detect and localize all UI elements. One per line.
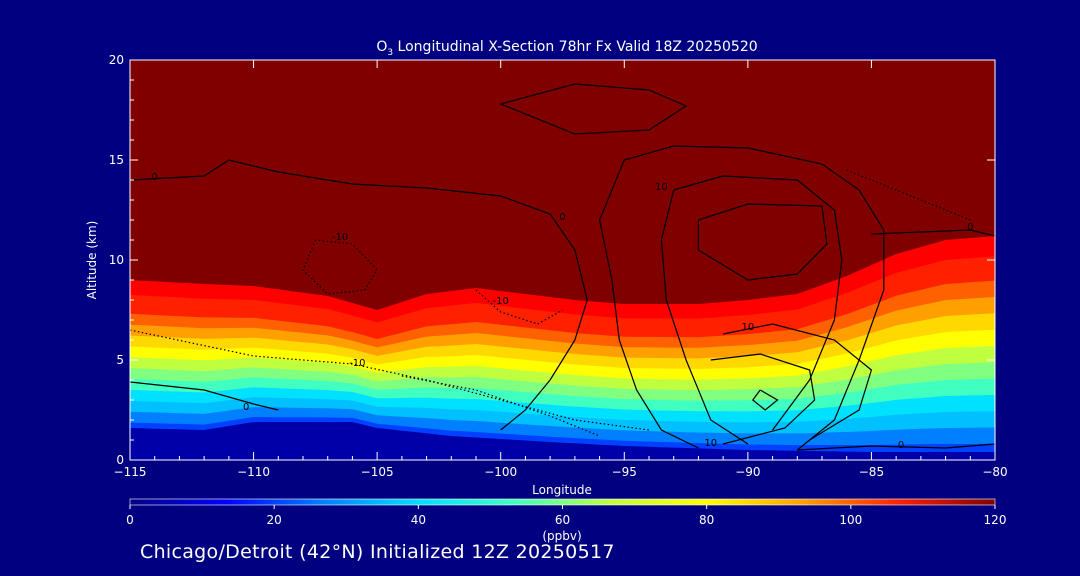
- x-tick-label: −85: [859, 465, 884, 479]
- ozone-field: 0 0 10 -10 -10 -10 0 10 10 0 0: [130, 60, 995, 460]
- y-axis: 0 5 10 15 20: [109, 53, 995, 467]
- title-post: Longitudinal X-Section 78hr Fx Valid 18Z…: [393, 39, 758, 55]
- contour-eastern-outer-west: [598, 159, 699, 449]
- colorbar-tick-label: 20: [267, 513, 282, 527]
- colorbar-tick-label: 120: [984, 513, 1007, 527]
- contour-closed-upper: [500, 83, 688, 135]
- concentration-bands: [130, 236, 995, 460]
- contour-label: 0: [967, 222, 973, 233]
- contour-negative-mid: [130, 329, 650, 431]
- colorbar-tick-label: 80: [699, 513, 714, 527]
- y-tick-label: 15: [109, 153, 124, 167]
- contour-label: -10: [493, 296, 509, 307]
- colorbar-tick-label: 60: [555, 513, 570, 527]
- footer-caption: Chicago/Detroit (42°N) Initialized 12Z 2…: [140, 541, 615, 563]
- colorbar-ticks: 0 20 40 60 80 100 120: [126, 505, 1006, 527]
- x-axis: −115 −110 −105 −100 −95 −90 −85 −80: [114, 60, 1008, 479]
- colorbar-tick-label: 40: [411, 513, 426, 527]
- contour-zero-east-upper: [871, 229, 995, 237]
- contour-label: 0: [559, 212, 565, 223]
- contour-negative-upper: [302, 239, 378, 295]
- contour-zero-west: [130, 159, 588, 431]
- y-tick-label: 5: [116, 353, 124, 367]
- contour-label: 10: [655, 182, 668, 193]
- contour-small-closed: [751, 389, 779, 411]
- colorbar: [129, 498, 996, 506]
- x-tick-label: −115: [114, 465, 147, 479]
- y-tick-label: 20: [109, 53, 124, 67]
- title-subscript: 3: [387, 48, 393, 58]
- x-tick-label: −95: [612, 465, 637, 479]
- colorbar-tick-label: 100: [839, 513, 862, 527]
- x-axis-label: Longitude: [532, 483, 592, 497]
- contour-closed-core: [697, 203, 828, 281]
- contour-zero-low: [130, 381, 279, 411]
- contour-label: 10: [741, 322, 754, 333]
- boundary-layer-band: [130, 422, 995, 460]
- contour-negative-small: [475, 289, 563, 325]
- title-pre: O: [376, 39, 387, 55]
- contour-label: 10: [704, 438, 717, 449]
- contour-negative-east: [846, 169, 971, 221]
- contour-eastern-outer: [624, 145, 885, 451]
- contour-ten: [673, 175, 843, 431]
- y-axis-label: Altitude (km): [85, 221, 99, 300]
- contour-label: 0: [243, 402, 249, 413]
- x-tick-label: −90: [735, 465, 760, 479]
- contour-label: 0: [152, 172, 158, 183]
- x-tick-label: −110: [237, 465, 270, 479]
- contour-label: -10: [332, 232, 348, 243]
- y-tick-label: 10: [109, 253, 124, 267]
- colorbar-tick-label: 0: [126, 513, 134, 527]
- contour-lower-inner: [710, 353, 816, 445]
- x-tick-label: −100: [484, 465, 517, 479]
- contour-ten-west: [660, 189, 749, 445]
- contour-label: -10: [349, 358, 365, 369]
- x-tick-label: −105: [361, 465, 394, 479]
- contour-zero-east-lower: [797, 443, 995, 451]
- contour-label: 0: [898, 440, 904, 451]
- contour-negative-low: [401, 375, 600, 437]
- colorbar-units: (ppbv): [542, 529, 581, 543]
- contour-lower-east: [722, 323, 873, 441]
- chart-title: O3 Longitudinal X-Section 78hr Fx Valid …: [376, 39, 757, 58]
- x-tick-label: −80: [982, 465, 1007, 479]
- y-tick-label: 0: [116, 453, 124, 467]
- contour-lines: 0 0 10 -10 -10 -10 0 10 10 0 0: [130, 83, 995, 451]
